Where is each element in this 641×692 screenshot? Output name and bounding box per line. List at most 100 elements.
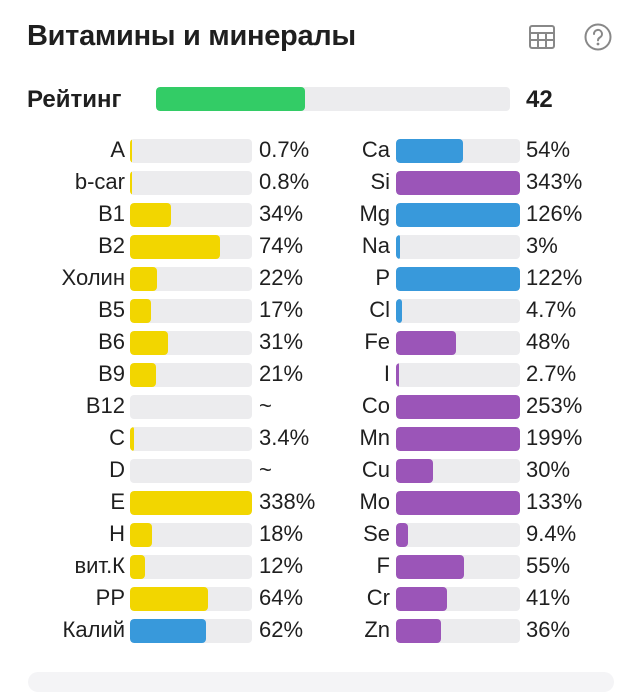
mineral-name: Cl <box>369 297 390 322</box>
mineral-bar-fill <box>396 427 520 451</box>
mineral-bar-fill <box>396 459 434 483</box>
mineral-bar-fill <box>396 331 456 355</box>
vitamin-bar-fill <box>130 491 252 515</box>
vitamin-name: H <box>109 521 125 546</box>
vitamin-value: 62% <box>259 617 304 642</box>
mineral-value: 55% <box>526 553 571 578</box>
vitamin-value: 22% <box>259 265 304 290</box>
vitamin-bar <box>130 395 252 419</box>
mineral-value: 41% <box>526 585 571 610</box>
mineral-bar-fill <box>396 619 441 643</box>
mineral-bar-fill <box>396 491 520 515</box>
vitamin-bar <box>130 491 252 515</box>
vitamin-bar-fill <box>130 587 209 611</box>
vitamin-row: E 338% <box>27 488 327 520</box>
vitamins-column: A 0.7% b-car 0.8% B1 34% B2 74% Холин 22% B5 17% B6 3… <box>27 136 327 648</box>
mineral-row: Cl 4.7% <box>0 296 600 328</box>
mineral-row: F 55% <box>0 552 600 584</box>
vitamin-value: 3.4% <box>259 425 310 450</box>
vitamin-value: 18% <box>259 521 304 546</box>
mineral-bar <box>396 267 520 291</box>
mineral-row: Si 343% <box>0 168 600 200</box>
mineral-name: Mg <box>359 201 390 226</box>
vitamin-row: B9 21% <box>27 360 327 392</box>
mineral-value: 54% <box>526 137 571 162</box>
vitamin-bar <box>130 619 252 643</box>
mineral-name: Mn <box>359 425 390 450</box>
mineral-row: Co 253% <box>0 392 600 424</box>
mineral-bar-fill <box>396 395 520 419</box>
rating-label: Рейтинг <box>27 86 122 113</box>
mineral-value: 30% <box>526 457 571 482</box>
mineral-bar <box>396 523 520 547</box>
mineral-value: 2.7% <box>526 361 577 386</box>
vitamin-value: ~ <box>259 393 272 418</box>
vitamin-row: C 3.4% <box>27 424 327 456</box>
mineral-bar-fill <box>396 299 402 323</box>
mineral-bar-fill <box>396 139 463 163</box>
mineral-bar-fill <box>396 363 400 387</box>
help-icon[interactable] <box>583 22 613 52</box>
mineral-bar-fill <box>396 171 520 195</box>
mineral-name: Cr <box>366 585 390 610</box>
vitamin-bar <box>130 459 252 483</box>
vitamin-bar <box>130 139 252 163</box>
vitamin-name: Калий <box>62 617 125 642</box>
vitamin-value: 31% <box>259 329 304 354</box>
vitamin-row: D ~ <box>27 456 327 488</box>
vitamin-bar <box>130 299 252 323</box>
vitamin-name: B6 <box>98 329 125 354</box>
vitamin-bar <box>130 523 252 547</box>
rating-bar <box>156 87 510 111</box>
vitamin-name: Холин <box>61 265 125 290</box>
mineral-row: Se 9.4% <box>0 520 600 552</box>
vitamin-bar-fill <box>130 555 145 579</box>
vitamin-row: B5 17% <box>27 296 327 328</box>
vitamin-row: Холин 22% <box>27 264 327 296</box>
mineral-name: P <box>375 265 390 290</box>
mineral-value: 9.4% <box>526 521 577 546</box>
vitamin-row: вит.К 12% <box>27 552 327 584</box>
mineral-bar <box>396 427 520 451</box>
vitamin-bar <box>130 171 252 195</box>
vitamin-value: 74% <box>259 233 304 258</box>
vitamin-bar <box>130 587 252 611</box>
mineral-bar <box>396 363 520 387</box>
vitamin-bar <box>130 555 252 579</box>
table-icon[interactable] <box>527 22 557 52</box>
vitamin-bar <box>130 267 252 291</box>
mineral-row: P 122% <box>0 264 600 296</box>
rating-row: Рейтинг 42 <box>27 82 617 118</box>
mineral-name: I <box>383 361 390 386</box>
mineral-value: 126% <box>526 201 583 226</box>
mineral-row: Fe 48% <box>0 328 600 360</box>
mineral-name: Co <box>361 393 390 418</box>
mineral-value: 4.7% <box>526 297 577 322</box>
mineral-bar <box>396 491 520 515</box>
vitamin-name: b-car <box>74 169 125 194</box>
mineral-row: Na 3% <box>0 232 600 264</box>
section-header: Витамины и минералы <box>27 18 617 58</box>
next-card <box>28 672 614 692</box>
vitamin-value: 0.7% <box>259 137 310 162</box>
mineral-value: 133% <box>526 489 583 514</box>
vitamin-row: B6 31% <box>27 328 327 360</box>
vitamin-name: PP <box>95 585 125 610</box>
section-title: Витамины и минералы <box>27 20 356 52</box>
vitamin-name: E <box>110 489 125 514</box>
vitamin-bar-fill <box>130 331 168 355</box>
vitamin-name: C <box>109 425 125 450</box>
vitamin-name: B9 <box>98 361 125 386</box>
mineral-name: Zn <box>364 617 390 642</box>
mineral-row: Zn 36% <box>0 616 600 648</box>
mineral-bar <box>396 235 520 259</box>
vitamin-name: B5 <box>98 297 125 322</box>
vitamin-bar-fill <box>130 267 157 291</box>
vitamin-value: 21% <box>259 361 304 386</box>
mineral-bar-fill <box>396 267 520 291</box>
mineral-name: F <box>376 553 390 578</box>
vitamin-bar-fill <box>130 363 156 387</box>
vitamin-bar-fill <box>130 619 206 643</box>
mineral-row: Cr 41% <box>0 584 600 616</box>
vitamin-value: 34% <box>259 201 304 226</box>
